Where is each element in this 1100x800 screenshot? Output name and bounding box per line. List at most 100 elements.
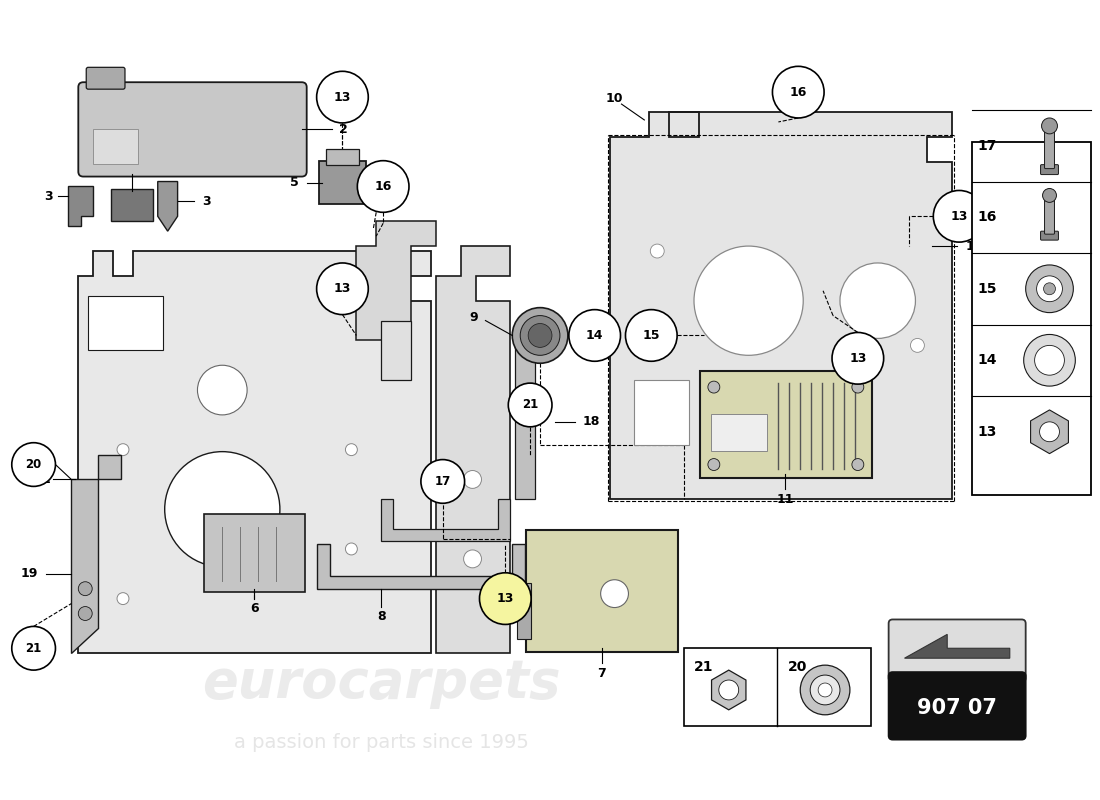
Polygon shape	[317, 544, 525, 589]
FancyBboxPatch shape	[78, 82, 307, 177]
Circle shape	[463, 550, 482, 568]
Text: 3: 3	[202, 195, 211, 208]
Circle shape	[520, 315, 560, 355]
Polygon shape	[356, 222, 436, 341]
Text: 6: 6	[250, 602, 258, 615]
Circle shape	[1040, 422, 1059, 442]
Text: 14: 14	[586, 329, 604, 342]
Text: 7: 7	[597, 666, 606, 679]
Text: 907 07: 907 07	[917, 698, 997, 718]
FancyBboxPatch shape	[526, 530, 678, 652]
Circle shape	[694, 246, 803, 355]
Text: 15: 15	[642, 329, 660, 342]
Circle shape	[12, 626, 55, 670]
Circle shape	[508, 383, 552, 427]
Circle shape	[772, 66, 824, 118]
Circle shape	[1024, 334, 1076, 386]
FancyBboxPatch shape	[1041, 231, 1058, 240]
FancyBboxPatch shape	[94, 129, 138, 164]
Polygon shape	[712, 670, 746, 710]
Text: 20: 20	[788, 660, 807, 674]
Circle shape	[1036, 276, 1063, 302]
Circle shape	[345, 543, 358, 555]
Text: 17: 17	[977, 138, 997, 153]
Text: 19: 19	[20, 567, 37, 580]
Circle shape	[626, 310, 678, 362]
Text: eurocarpets: eurocarpets	[202, 657, 560, 709]
Polygon shape	[382, 499, 510, 541]
Circle shape	[832, 333, 883, 384]
Circle shape	[708, 458, 719, 470]
Text: 10: 10	[606, 92, 624, 105]
Circle shape	[650, 244, 664, 258]
Text: 21: 21	[25, 642, 42, 654]
Circle shape	[421, 459, 464, 503]
FancyBboxPatch shape	[1045, 123, 1055, 169]
FancyBboxPatch shape	[635, 380, 689, 445]
Circle shape	[933, 190, 984, 242]
Circle shape	[78, 582, 92, 596]
Circle shape	[800, 665, 850, 714]
Circle shape	[818, 683, 832, 697]
Circle shape	[528, 323, 552, 347]
Polygon shape	[382, 321, 411, 380]
Text: 13: 13	[849, 352, 867, 365]
Text: 20: 20	[25, 458, 42, 471]
Circle shape	[1025, 265, 1074, 313]
Circle shape	[601, 580, 628, 607]
Polygon shape	[72, 454, 121, 654]
Text: 13: 13	[496, 592, 514, 605]
FancyBboxPatch shape	[972, 142, 1091, 495]
Circle shape	[358, 161, 409, 212]
FancyBboxPatch shape	[517, 582, 531, 639]
Circle shape	[513, 308, 568, 363]
Text: 4: 4	[128, 153, 136, 166]
Circle shape	[1043, 189, 1056, 202]
Circle shape	[840, 263, 915, 338]
Polygon shape	[904, 634, 1010, 658]
Circle shape	[78, 606, 92, 621]
FancyBboxPatch shape	[889, 619, 1025, 682]
Circle shape	[708, 381, 719, 393]
Polygon shape	[436, 246, 510, 654]
Text: 16: 16	[977, 210, 997, 224]
FancyBboxPatch shape	[700, 371, 871, 478]
FancyBboxPatch shape	[889, 672, 1025, 740]
FancyBboxPatch shape	[326, 149, 360, 165]
Polygon shape	[78, 251, 431, 654]
Text: 15: 15	[977, 282, 997, 296]
Text: 13: 13	[333, 282, 351, 295]
Circle shape	[117, 444, 129, 456]
Circle shape	[650, 338, 664, 352]
Circle shape	[1035, 346, 1065, 375]
Circle shape	[851, 381, 864, 393]
Text: 9: 9	[469, 311, 477, 324]
Polygon shape	[1031, 410, 1068, 454]
Circle shape	[198, 366, 248, 415]
Text: 13: 13	[333, 90, 351, 104]
Polygon shape	[515, 326, 556, 499]
Text: 13: 13	[950, 210, 968, 222]
Text: 16: 16	[790, 86, 807, 98]
FancyBboxPatch shape	[319, 161, 366, 204]
Circle shape	[463, 470, 482, 488]
Circle shape	[569, 310, 620, 362]
Circle shape	[1042, 118, 1057, 134]
FancyBboxPatch shape	[88, 296, 163, 350]
Circle shape	[317, 71, 368, 123]
Text: 11: 11	[777, 493, 794, 506]
Text: 21: 21	[694, 660, 714, 674]
Circle shape	[12, 442, 55, 486]
Circle shape	[1044, 283, 1056, 294]
Polygon shape	[68, 186, 94, 226]
Text: 1: 1	[41, 473, 50, 486]
Text: 2: 2	[340, 123, 349, 136]
Text: 12: 12	[965, 239, 982, 253]
FancyBboxPatch shape	[205, 514, 305, 592]
Circle shape	[480, 573, 531, 625]
Text: 17: 17	[434, 475, 451, 488]
Circle shape	[851, 458, 864, 470]
Text: a passion for parts since 1995: a passion for parts since 1995	[233, 733, 529, 752]
Polygon shape	[157, 182, 177, 231]
Text: 3: 3	[44, 190, 53, 203]
